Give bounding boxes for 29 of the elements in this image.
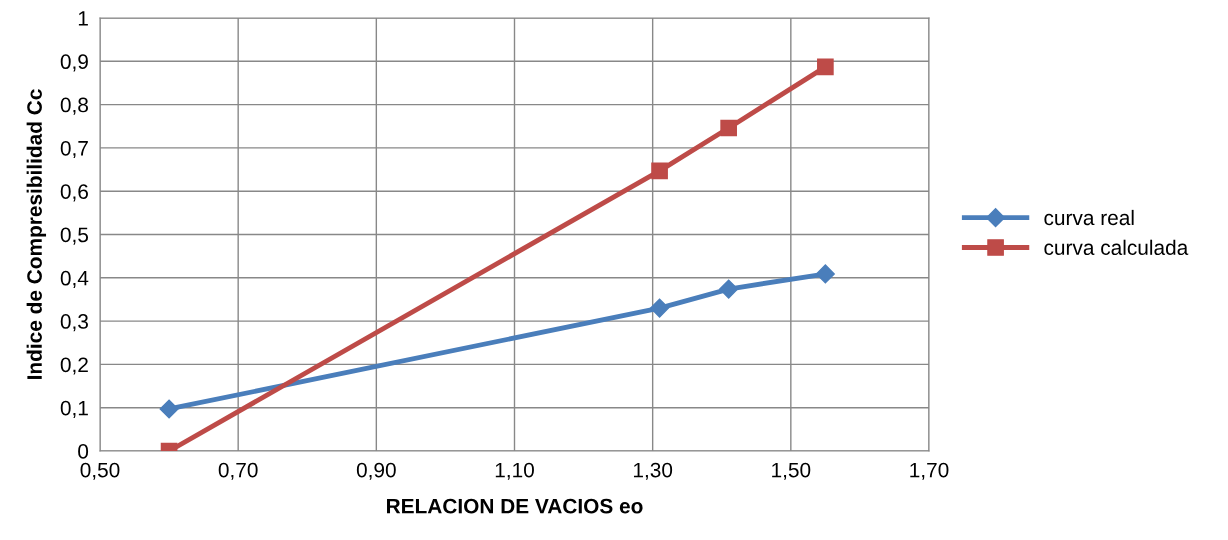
x-tick-label: 0,70 <box>218 462 258 480</box>
y-tick-label: 0,1 <box>60 400 88 418</box>
point <box>815 264 835 284</box>
point <box>650 298 670 318</box>
point <box>651 162 668 180</box>
y-tick-label: 0,8 <box>60 97 88 115</box>
y-tick-label: 0,6 <box>60 184 88 202</box>
y-tick-label: 0,9 <box>60 54 88 72</box>
point <box>159 399 179 419</box>
x-tick-label: 1,30 <box>633 462 673 480</box>
point <box>720 119 737 137</box>
y-tick-label: 0 <box>78 444 89 459</box>
y-tick-label: 0,4 <box>60 270 89 289</box>
legend-label: curva real <box>1044 209 1134 226</box>
x-tick-label: 0,50 <box>80 462 120 480</box>
x-tick-label: 1,70 <box>910 462 949 480</box>
y-tick-label: 0,2 <box>60 357 88 375</box>
legend-label: curva calculada <box>1044 239 1189 256</box>
y-axis-title: Indice de Compresibilidad Cc <box>26 89 47 379</box>
y-tick-label: 0,3 <box>60 314 88 332</box>
x-tick-label: 0,90 <box>356 462 396 480</box>
point <box>817 58 834 76</box>
y-tick-label: 0,7 <box>60 140 88 159</box>
y-tick-label: 1 <box>78 11 88 26</box>
x-tick-label: 1,50 <box>772 462 811 480</box>
point <box>719 279 739 299</box>
x-tick-label: 1,10 <box>495 462 534 480</box>
x-axis-title: RELACION DE VACIOS eo <box>387 498 643 514</box>
y-tick-label: 0,5 <box>60 227 89 245</box>
